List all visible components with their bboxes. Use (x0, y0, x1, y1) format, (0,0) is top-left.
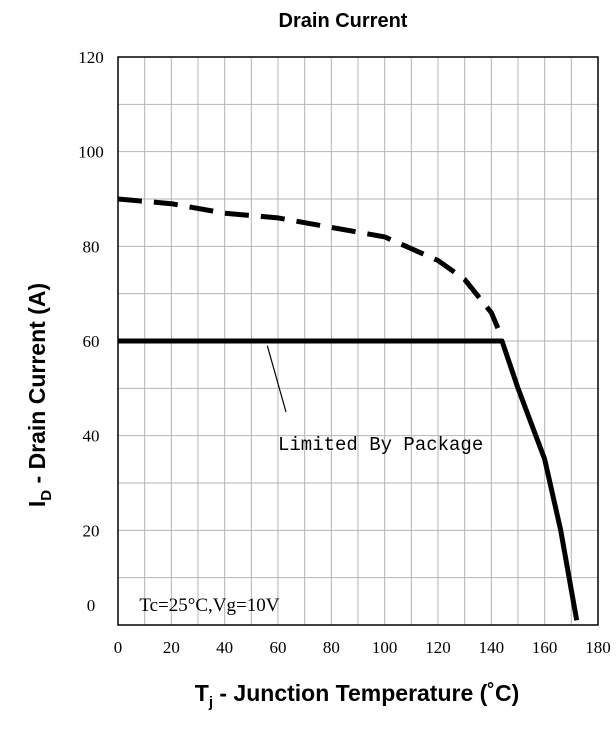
y-axis-label-main: I (24, 501, 50, 507)
x-tick-label: 100 (372, 638, 398, 657)
y-tick-label: 40 (83, 427, 100, 446)
plot-frame (117, 56, 599, 626)
x-tick-labels: 0 20 40 60 80 100 120 140 160 180 (114, 638, 611, 657)
y-tick-label: 20 (83, 521, 100, 540)
x-tick-label: 140 (479, 638, 505, 657)
y-tick-label: 100 (78, 143, 104, 162)
y-tick-label: 80 (83, 237, 100, 256)
x-tick-label: 80 (323, 638, 340, 657)
y-axis-label: ID - Drain Current (A) (24, 283, 55, 507)
x-axis-label: Tj - Junction Temperature (˚C) (195, 680, 520, 711)
y-tick-label: 120 (78, 48, 104, 67)
x-tick-label: 180 (585, 638, 611, 657)
annotation-pointer (266, 345, 287, 413)
chart-title: Drain Current (279, 10, 408, 32)
x-tick-label: 160 (532, 638, 558, 657)
y-tick-labels: 0 20 40 60 80 100 120 (78, 48, 104, 615)
x-tick-label: 120 (425, 638, 451, 657)
y-axis-label-sub: D (38, 490, 55, 501)
y-tick-label: 0 (87, 596, 96, 615)
series-group (117, 196, 580, 621)
x-axis-label-main: T (195, 680, 209, 706)
x-axis-label-rest: - Junction Temperature (˚C) (213, 680, 519, 706)
x-tick-label: 60 (270, 638, 287, 657)
annotation-limited-by-package: Limited By Package (278, 434, 483, 456)
solid-series-line (118, 338, 580, 621)
x-tick-label: 40 (216, 638, 233, 657)
x-tick-label: 20 (163, 638, 180, 657)
x-axis-label-sub: j (208, 694, 213, 711)
dashed-series-line (117, 196, 502, 333)
annotations: Limited By Package Tc=25°C,Vg=10V (139, 345, 483, 616)
annotation-conditions: Tc=25°C,Vg=10V (139, 595, 279, 616)
x-tick-label: 0 (114, 638, 123, 657)
y-axis-label-rest: - Drain Current (A) (24, 283, 50, 490)
y-tick-label: 60 (83, 332, 100, 351)
